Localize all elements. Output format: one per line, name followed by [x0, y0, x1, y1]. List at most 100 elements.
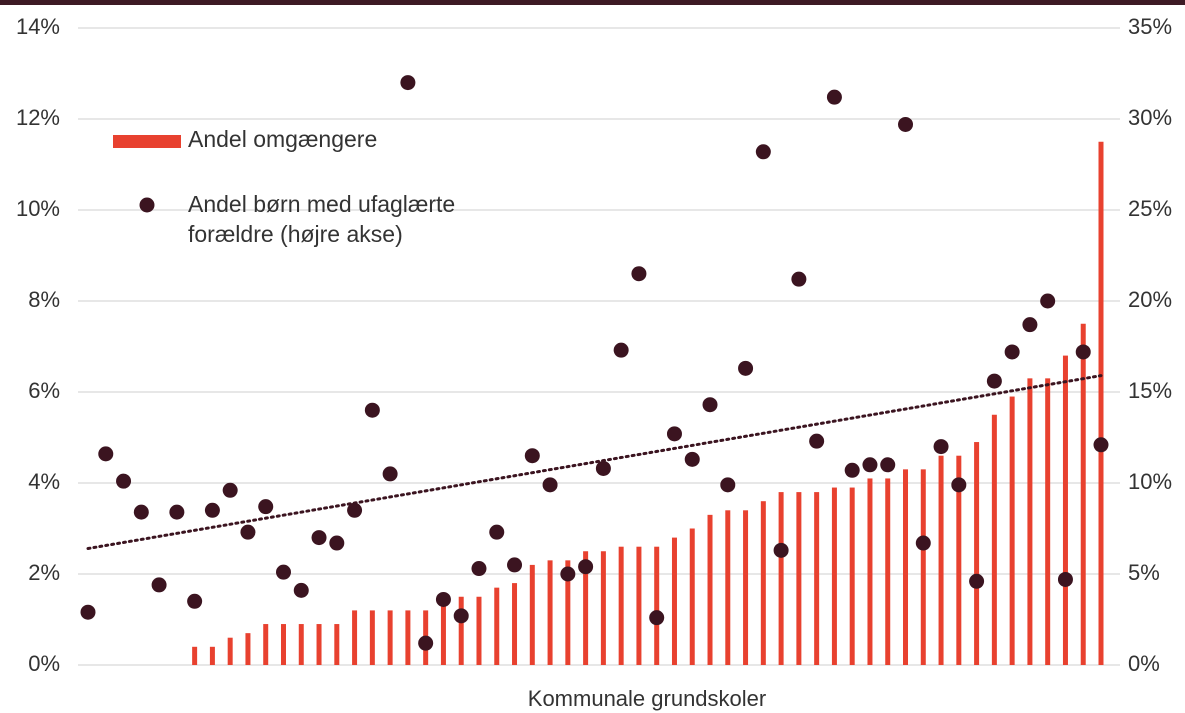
y-tick-label: 6% — [28, 378, 60, 403]
dot — [631, 266, 647, 282]
y-tick-label: 2% — [28, 560, 60, 585]
bar — [814, 492, 820, 665]
dot — [755, 144, 771, 160]
dot — [720, 477, 736, 493]
dot — [542, 477, 558, 493]
bar — [1080, 323, 1086, 665]
dot — [684, 451, 700, 467]
bar — [352, 610, 358, 665]
dot — [649, 610, 665, 626]
dot — [578, 559, 594, 575]
dot — [453, 608, 469, 624]
bar — [316, 624, 322, 665]
legend-swatch — [139, 197, 155, 213]
bar — [1062, 355, 1068, 665]
dot — [969, 573, 985, 589]
bar — [1098, 141, 1104, 665]
bar — [849, 487, 855, 665]
dot — [275, 564, 291, 580]
dot — [773, 542, 789, 558]
y-tick-label: 4% — [28, 469, 60, 494]
dot — [151, 577, 167, 593]
dot — [915, 535, 931, 551]
dot — [826, 89, 842, 105]
x-axis-label: Kommunale grundskoler — [528, 686, 766, 711]
bar — [831, 487, 837, 665]
bar — [476, 596, 482, 665]
dot — [169, 504, 185, 520]
dot — [666, 426, 682, 442]
legend-swatch — [113, 135, 181, 148]
bar — [494, 587, 500, 665]
bar — [903, 469, 909, 665]
dot — [382, 466, 398, 482]
bar — [974, 442, 980, 665]
dot — [595, 460, 611, 476]
dot — [1093, 437, 1109, 453]
dot — [1022, 317, 1038, 333]
y2-tick-label: 30% — [1128, 105, 1172, 130]
bar — [280, 624, 286, 665]
dot — [240, 524, 256, 540]
dot — [489, 524, 505, 540]
dot — [1057, 571, 1073, 587]
bar — [600, 551, 606, 665]
dot — [933, 439, 949, 455]
dot — [204, 502, 220, 518]
dot — [116, 473, 132, 489]
bar — [209, 646, 215, 665]
dot — [951, 477, 967, 493]
dot — [329, 535, 345, 551]
bar — [991, 414, 997, 665]
y2-tick-label: 25% — [1128, 196, 1172, 221]
dot — [524, 448, 540, 464]
bar — [387, 610, 393, 665]
legend-label: Andel omgængere — [188, 126, 378, 152]
bar — [885, 478, 891, 665]
y2-tick-label: 5% — [1128, 560, 1160, 585]
bar — [636, 546, 642, 665]
top-band — [0, 0, 1185, 5]
bar — [671, 537, 677, 665]
y2-tick-label: 35% — [1128, 14, 1172, 39]
dot — [1075, 344, 1091, 360]
bar — [583, 551, 589, 665]
bar — [227, 637, 233, 665]
dot — [133, 504, 149, 520]
bar — [796, 492, 802, 665]
dot — [222, 482, 238, 498]
bar — [334, 624, 340, 665]
dot — [98, 446, 114, 462]
dot — [347, 502, 363, 518]
dot — [898, 116, 914, 132]
dot — [613, 342, 629, 358]
dot — [809, 433, 825, 449]
bar — [743, 510, 749, 665]
y2-tick-label: 10% — [1128, 469, 1172, 494]
dot — [400, 75, 416, 91]
y2-tick-label: 0% — [1128, 651, 1160, 676]
y-tick-label: 0% — [28, 651, 60, 676]
trendline — [86, 374, 1103, 551]
dot — [364, 402, 380, 418]
bar — [405, 610, 411, 665]
bar — [1027, 378, 1033, 665]
bar — [707, 514, 713, 665]
bar — [725, 510, 731, 665]
dot — [1040, 293, 1056, 309]
bar — [565, 560, 571, 665]
dot — [187, 593, 203, 609]
dot — [80, 604, 96, 620]
bar — [1045, 378, 1051, 665]
dot — [258, 499, 274, 515]
bar — [654, 546, 660, 665]
dot — [738, 360, 754, 376]
bar — [618, 546, 624, 665]
dot — [471, 561, 487, 577]
y2-tick-label: 20% — [1128, 287, 1172, 312]
bar — [458, 596, 464, 665]
dot — [507, 557, 523, 573]
dot — [1004, 344, 1020, 360]
